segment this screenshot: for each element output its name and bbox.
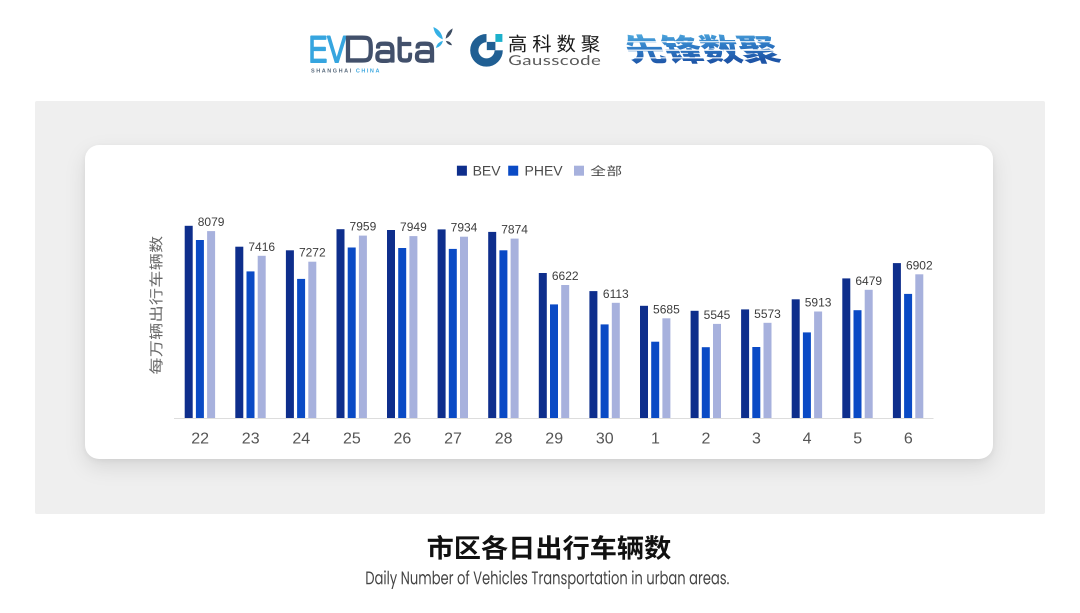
svg-text:22: 22 (191, 431, 209, 448)
svg-text:27: 27 (444, 431, 462, 448)
svg-text:7949: 7949 (400, 220, 427, 234)
svg-text:26: 26 (394, 431, 412, 448)
svg-text:6: 6 (904, 431, 913, 448)
svg-text:6902: 6902 (906, 258, 933, 272)
svg-text:6113: 6113 (603, 287, 629, 301)
svg-text:6479: 6479 (855, 274, 882, 288)
svg-text:BEV: BEV (473, 163, 502, 179)
svg-text:25: 25 (343, 431, 361, 448)
svg-text:7272: 7272 (299, 246, 326, 260)
svg-text:23: 23 (242, 431, 260, 448)
svg-text:6622: 6622 (552, 269, 579, 283)
svg-text:7416: 7416 (248, 240, 275, 254)
svg-text:SHANGHAI CHINA: SHANGHAI CHINA (311, 69, 381, 75)
svg-text:PHEV: PHEV (525, 163, 564, 179)
svg-text:7959: 7959 (350, 220, 377, 234)
svg-text:24: 24 (292, 431, 310, 448)
svg-text:1: 1 (651, 431, 660, 448)
svg-text:2: 2 (702, 431, 711, 448)
svg-text:7874: 7874 (501, 223, 528, 237)
svg-text:5545: 5545 (704, 308, 731, 322)
svg-text:5913: 5913 (805, 296, 832, 310)
svg-text:30: 30 (596, 431, 614, 448)
svg-text:4: 4 (803, 431, 812, 448)
svg-text:7934: 7934 (451, 221, 478, 235)
svg-text:28: 28 (495, 431, 513, 448)
svg-text:5: 5 (853, 431, 862, 448)
svg-text:5685: 5685 (653, 302, 680, 316)
svg-text:8079: 8079 (198, 215, 225, 229)
svg-text:3: 3 (752, 431, 761, 448)
svg-text:5573: 5573 (754, 307, 781, 321)
svg-text:29: 29 (545, 431, 563, 448)
